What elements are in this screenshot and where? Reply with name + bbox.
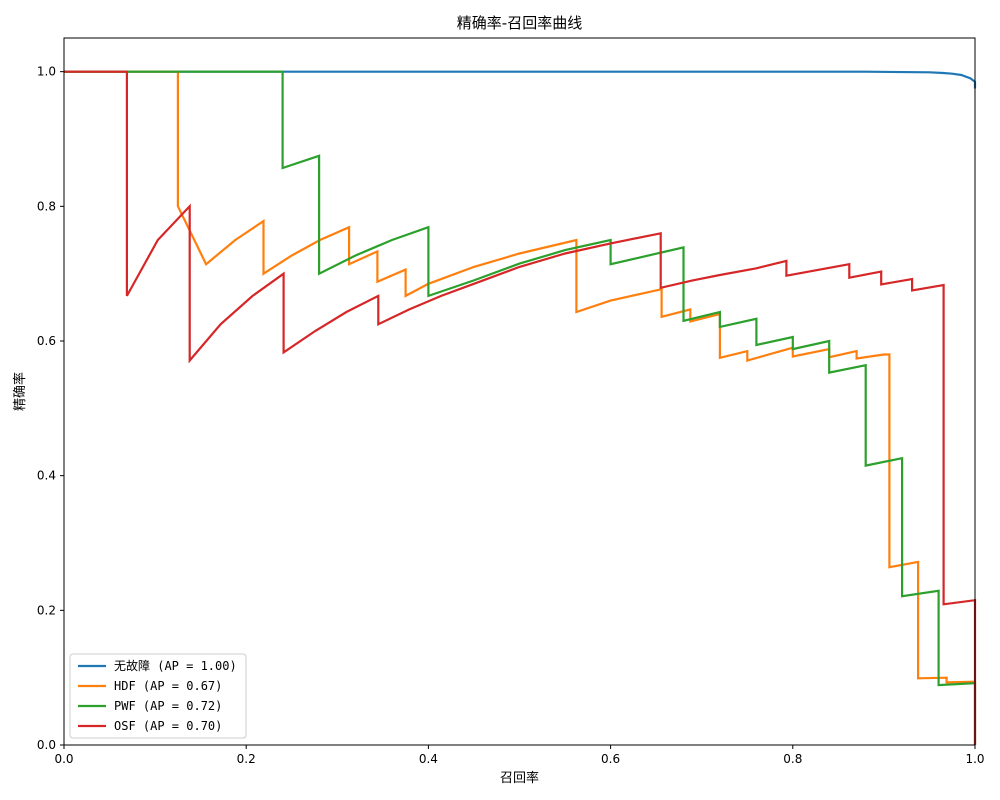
plot-area [63, 37, 977, 746]
legend-label: 无故障 (AP = 1.00) [114, 658, 237, 673]
y-tick-label: 0.6 [37, 334, 56, 348]
x-tick-label: 0.0 [54, 752, 73, 766]
x-tick-label: 0.2 [237, 752, 256, 766]
plot-frame [63, 37, 976, 746]
series-line-1 [64, 70, 976, 684]
legend-label: OSF (AP = 0.70) [114, 719, 222, 733]
series-line-3 [64, 70, 977, 745]
x-axis-title: 召回率 [500, 770, 539, 786]
y-tick-label: 0.2 [37, 603, 56, 617]
x-tick-label: 0.6 [601, 752, 620, 766]
chart-title: 精确率-召回率曲线 [457, 14, 582, 32]
y-axis-title: 精确率 [12, 372, 28, 411]
y-tick-label: 0.8 [37, 199, 56, 213]
x-axis: 0.0 0.2 0.4 0.6 0.8 1.0 [54, 745, 985, 766]
legend-box [69, 653, 247, 739]
legend: 无故障 (AP = 1.00) HDF (AP = 0.67) PWF (AP = … [69, 653, 247, 739]
x-tick-label: 0.4 [419, 752, 438, 766]
legend-label: HDF (AP = 0.67) [114, 679, 222, 693]
series-line-0 [64, 70, 977, 89]
x-tick-label: 1.0 [965, 752, 984, 766]
x-tick-label: 0.8 [783, 752, 802, 766]
y-tick-label: 0.4 [37, 469, 56, 483]
y-axis: 0.0 0.2 0.4 0.6 0.8 1.0 [37, 65, 64, 752]
legend-label: PWF (AP = 0.72) [114, 699, 222, 713]
y-tick-label: 1.0 [37, 65, 56, 79]
y-tick-label: 0.0 [37, 738, 56, 752]
series-line-2 [64, 70, 977, 745]
series-group [64, 70, 977, 745]
